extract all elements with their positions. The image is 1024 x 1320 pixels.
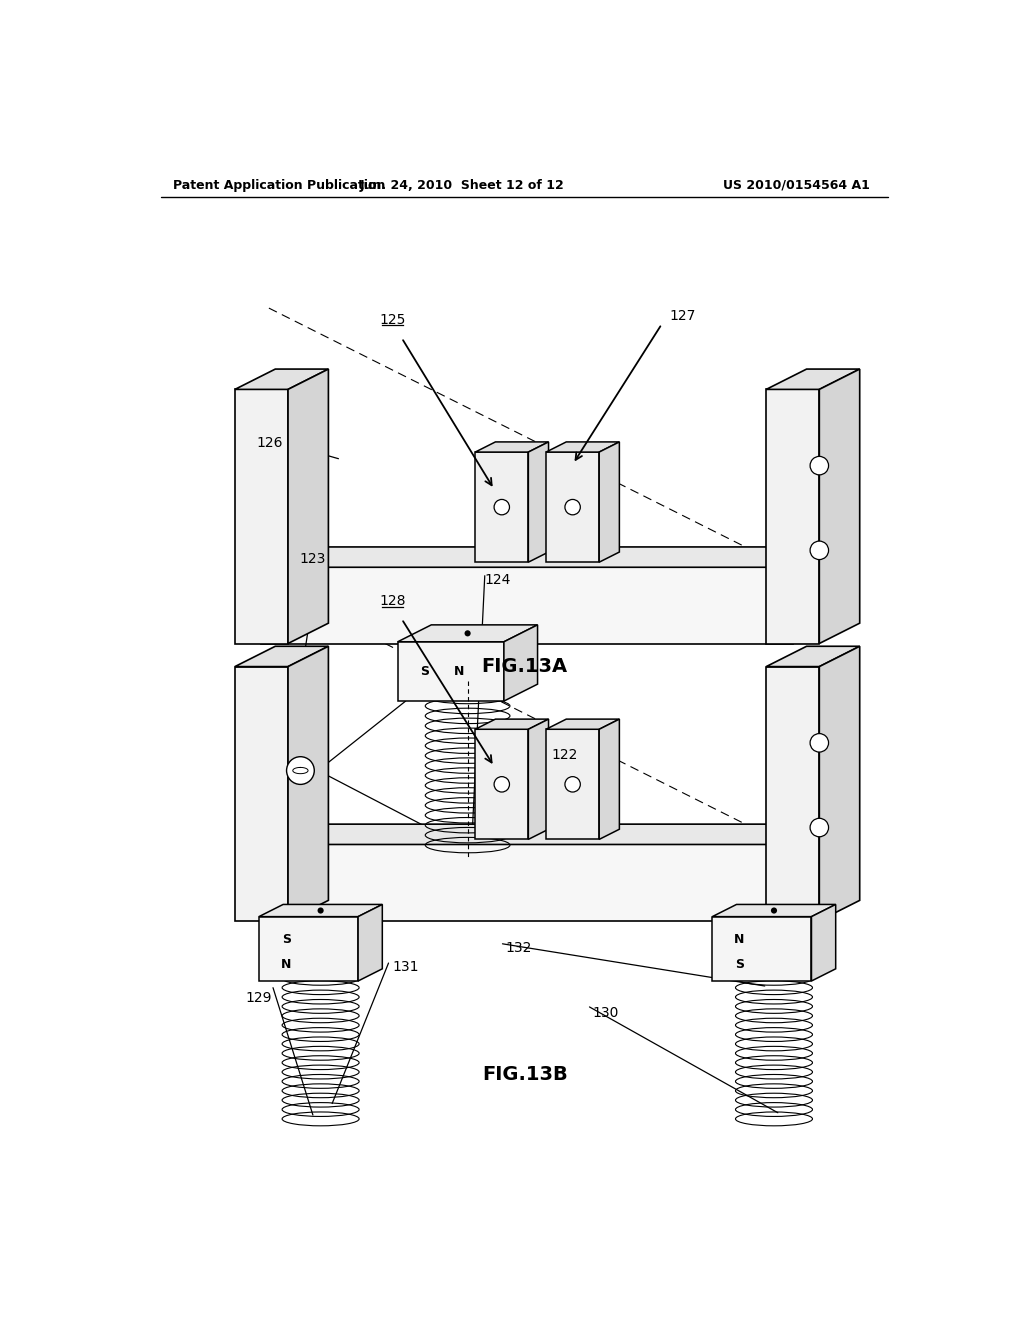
Polygon shape [546,451,599,562]
Text: 132: 132 [506,941,531,954]
Circle shape [317,907,324,913]
Polygon shape [766,370,860,389]
Circle shape [810,541,828,560]
Polygon shape [261,546,834,568]
Circle shape [465,630,471,636]
Text: Patent Application Publication: Patent Application Publication [173,178,385,191]
Polygon shape [397,642,504,701]
Circle shape [495,499,510,515]
Text: US 2010/0154564 A1: US 2010/0154564 A1 [723,178,869,191]
Text: N: N [734,933,744,945]
Polygon shape [811,904,836,981]
Polygon shape [528,442,549,562]
Polygon shape [259,904,382,916]
Text: 128: 128 [379,594,406,609]
Text: FIG.13A: FIG.13A [481,657,568,676]
Polygon shape [234,370,329,389]
Polygon shape [766,389,819,644]
Polygon shape [599,442,620,562]
Polygon shape [234,389,288,644]
Text: 122: 122 [551,747,578,762]
Text: FIG.13B: FIG.13B [482,1065,567,1084]
Circle shape [565,776,581,792]
Text: 123: 123 [299,552,326,566]
Circle shape [771,907,777,913]
Polygon shape [766,647,860,667]
Polygon shape [546,729,599,840]
Circle shape [495,776,510,792]
Circle shape [810,734,828,752]
Polygon shape [504,624,538,701]
Polygon shape [475,451,528,562]
Polygon shape [713,916,811,981]
Text: 130: 130 [593,1006,618,1020]
Polygon shape [546,442,620,451]
Text: S: S [420,665,429,678]
Polygon shape [475,719,549,729]
Polygon shape [234,667,288,921]
Polygon shape [261,845,793,921]
Polygon shape [358,904,382,981]
Text: 126: 126 [257,437,283,450]
Polygon shape [259,916,358,981]
Polygon shape [766,667,819,921]
Polygon shape [793,546,834,644]
Polygon shape [288,647,329,921]
Polygon shape [397,624,538,642]
Text: 129: 129 [246,991,272,1005]
Circle shape [810,818,828,837]
Text: 131: 131 [392,960,419,974]
Text: N: N [281,958,292,972]
Circle shape [565,499,581,515]
Text: 127: 127 [670,309,696,323]
Polygon shape [793,824,834,921]
Text: S: S [735,958,744,972]
Polygon shape [528,719,549,840]
Polygon shape [234,647,329,667]
Polygon shape [261,568,793,644]
Polygon shape [475,729,528,840]
Text: 124: 124 [484,573,511,587]
Text: Jun. 24, 2010  Sheet 12 of 12: Jun. 24, 2010 Sheet 12 of 12 [359,178,564,191]
Text: N: N [454,665,464,678]
Text: 125: 125 [379,313,406,327]
Polygon shape [713,904,836,916]
Polygon shape [475,442,549,451]
Polygon shape [819,370,860,644]
Polygon shape [288,370,329,644]
Circle shape [810,457,828,475]
Polygon shape [599,719,620,840]
Polygon shape [261,824,834,845]
Polygon shape [819,647,860,921]
Polygon shape [546,719,620,729]
Text: S: S [282,933,291,945]
Circle shape [287,756,314,784]
